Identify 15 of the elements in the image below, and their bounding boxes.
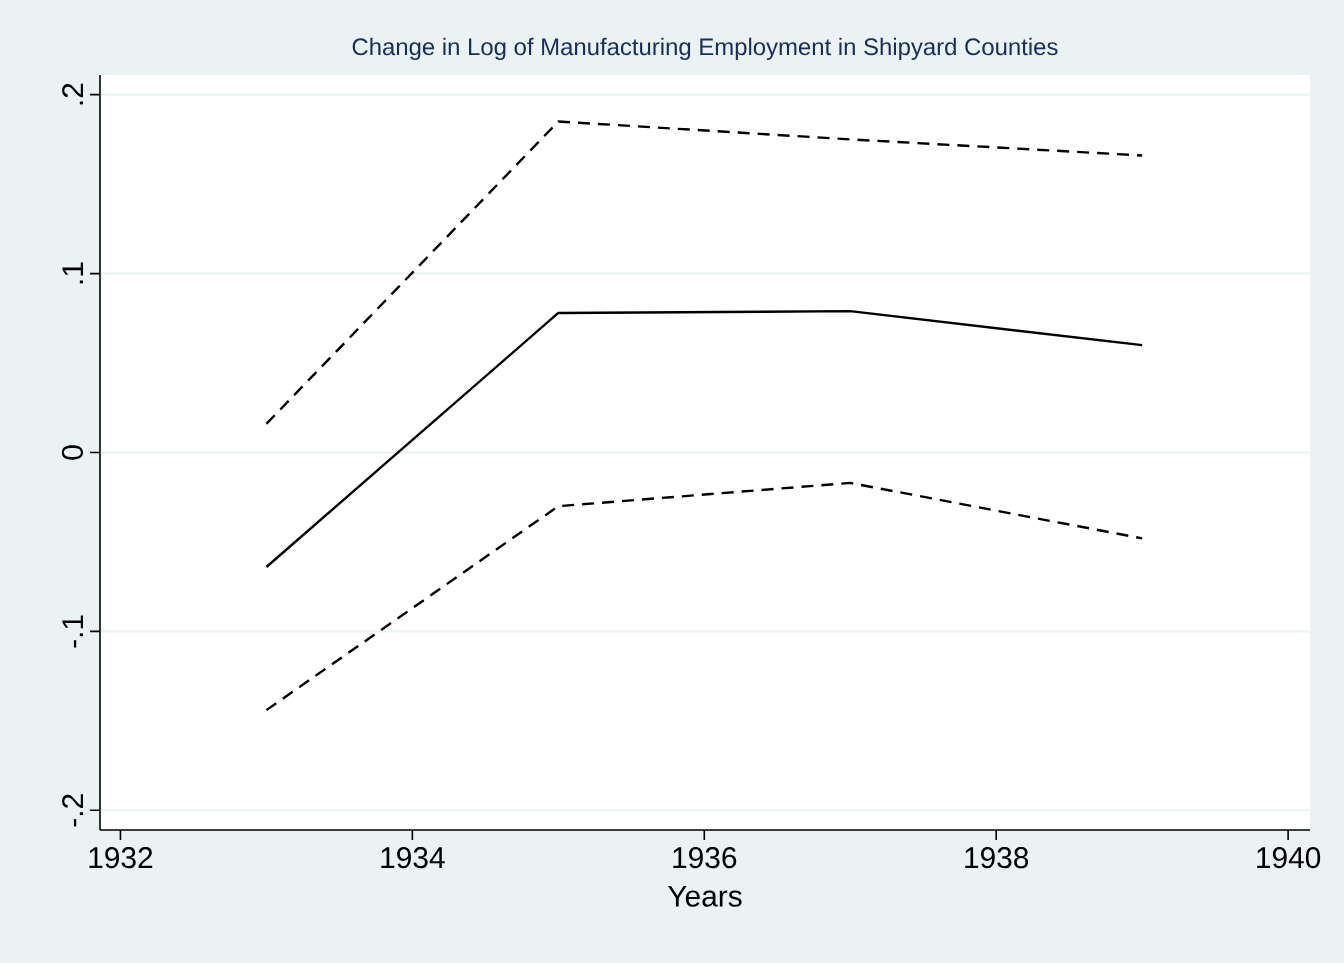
y-tick-label: 0 (61, 445, 83, 460)
chart-title: Change in Log of Manufacturing Employment in Shipyard Counties (352, 37, 1058, 60)
y-tick-label: .2 (62, 83, 83, 105)
x-tick-label: 1938 (965, 847, 1029, 869)
line-series (265, 309, 1144, 569)
x-tick-label: 1940 (1257, 847, 1321, 869)
x-axis-title: Years (668, 885, 742, 907)
x-tick-label: 1934 (381, 847, 445, 869)
y-tick-label: .1 (62, 262, 83, 284)
y-tick-label: -.1 (62, 615, 83, 648)
line-series (265, 120, 1144, 426)
line-series (265, 481, 1144, 712)
x-tick-label: 1932 (89, 847, 153, 869)
x-tick-label: 1936 (673, 847, 737, 869)
y-tick-label: -.2 (62, 794, 83, 827)
